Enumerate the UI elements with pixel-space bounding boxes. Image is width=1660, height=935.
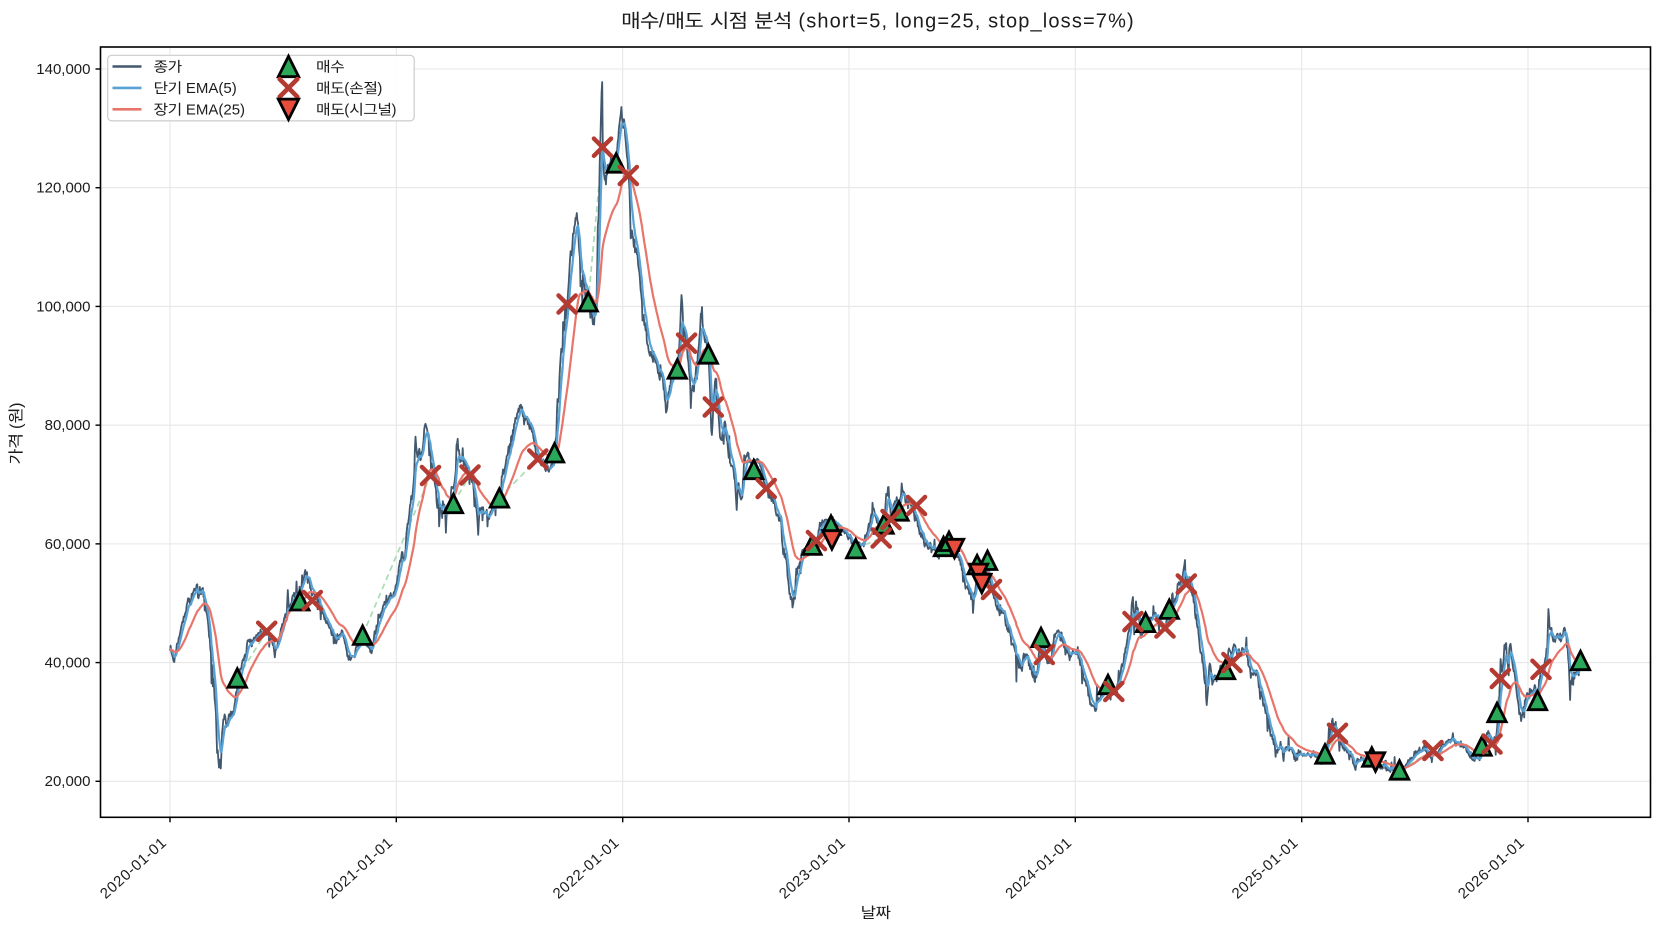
svg-text:100,000: 100,000 xyxy=(36,298,90,315)
svg-text:): ) xyxy=(392,102,397,119)
svg-text:): ) xyxy=(377,80,382,97)
svg-text:40,000: 40,000 xyxy=(45,654,91,671)
svg-text:long=25,: long=25, xyxy=(895,11,982,33)
svg-text:EMA(5): EMA(5) xyxy=(186,80,237,97)
svg-text:60,000: 60,000 xyxy=(45,536,91,553)
svg-text:stop_loss=7%): stop_loss=7%) xyxy=(988,11,1135,33)
svg-text:EMA(25): EMA(25) xyxy=(186,102,245,119)
svg-text:80,000: 80,000 xyxy=(45,417,91,434)
svg-text:(: ( xyxy=(344,80,349,97)
svg-text:): ) xyxy=(8,402,26,408)
svg-text:(: ( xyxy=(344,102,349,119)
svg-text:140,000: 140,000 xyxy=(36,61,90,78)
svg-text:120,000: 120,000 xyxy=(36,180,90,197)
svg-text:/: / xyxy=(659,11,666,33)
svg-text:(: ( xyxy=(8,423,26,429)
svg-text:(short=5,: (short=5, xyxy=(798,11,888,33)
svg-text:20,000: 20,000 xyxy=(45,773,91,790)
